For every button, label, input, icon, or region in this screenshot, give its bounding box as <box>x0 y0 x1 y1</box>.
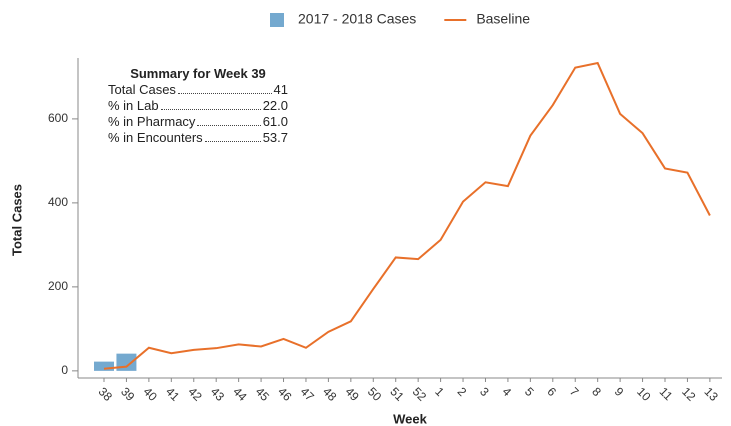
x-tick-label: 50 <box>365 384 385 404</box>
x-tick-label: 11 <box>657 384 676 403</box>
summary-title: Summary for Week 39 <box>130 66 266 81</box>
x-tick-label: 40 <box>141 384 161 404</box>
x-tick-label: 44 <box>230 384 250 404</box>
legend-label: Baseline <box>476 11 530 27</box>
legend-label: 2017 - 2018 Cases <box>298 11 416 27</box>
x-tick-label: 3 <box>477 384 492 399</box>
summary-label: Total Cases <box>108 82 176 97</box>
x-tick-label: 6 <box>544 384 559 399</box>
x-tick-label: 7 <box>567 384 582 399</box>
x-tick-label: 9 <box>612 384 627 399</box>
summary-row: % in Pharmacy 61.0 <box>108 114 288 130</box>
x-tick-label: 12 <box>679 384 699 404</box>
x-tick-label: 51 <box>387 384 407 404</box>
summary-label: % in Pharmacy <box>108 114 196 129</box>
x-tick-label: 48 <box>320 384 340 404</box>
summary-value: 41 <box>273 82 288 97</box>
x-tick-label: 4 <box>500 384 515 399</box>
x-tick-label: 45 <box>253 384 273 404</box>
x-axis-title: Week <box>393 411 427 426</box>
summary-label: % in Lab <box>108 98 159 113</box>
summary-leader <box>177 93 272 94</box>
x-tick-label: 10 <box>634 384 654 404</box>
summary: Summary for Week 39 Total Cases 41% in La… <box>108 66 288 146</box>
summary-label: % in Encounters <box>108 130 203 145</box>
y-tick-label: 0 <box>61 363 68 377</box>
x-tick-label: 43 <box>208 384 228 404</box>
y-axis-title: Total Cases <box>9 184 24 256</box>
y-tick-label: 600 <box>48 111 68 125</box>
x-tick-label: 8 <box>589 384 604 399</box>
legend-swatch <box>270 13 284 27</box>
x-tick-label: 47 <box>298 384 318 404</box>
summary-leader <box>197 125 261 126</box>
line <box>103 61 711 370</box>
x-tick-label: 2 <box>455 384 470 399</box>
summary-leader <box>204 141 261 142</box>
summary-row: % in Encounters 53.7 <box>108 130 288 146</box>
summary-row: Total Cases 41 <box>108 82 288 98</box>
x-tick-label: 46 <box>275 384 295 404</box>
x-tick-label: 52 <box>410 384 430 404</box>
y-tick-label: 200 <box>48 279 68 293</box>
y-tick-label: 400 <box>48 195 68 209</box>
summary-value: 61.0 <box>262 114 288 129</box>
x-tick-label: 49 <box>342 384 362 404</box>
x-tick-label: 39 <box>118 384 138 404</box>
x-tick-label: 1 <box>432 384 447 399</box>
summary-leader <box>160 109 261 110</box>
x-tick-label: 41 <box>163 384 183 404</box>
summary-value: 53.7 <box>262 130 288 145</box>
x-tick-label: 38 <box>96 384 116 404</box>
x-tick-label: 42 <box>185 384 205 404</box>
summary-value: 22.0 <box>262 98 288 113</box>
bar <box>94 361 114 371</box>
summary-row: % in Lab 22.0 <box>108 98 288 114</box>
x-tick-label: 5 <box>522 384 537 399</box>
x-tick-label: 13 <box>702 384 722 404</box>
